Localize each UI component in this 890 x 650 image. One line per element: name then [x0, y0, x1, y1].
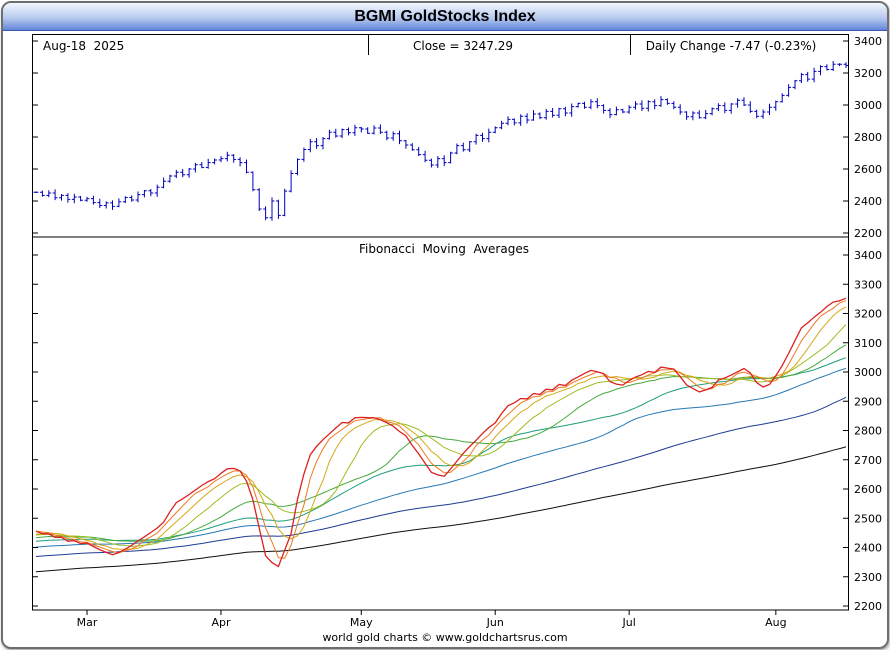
- ma-panel: [32, 236, 849, 611]
- footer-credit: world gold charts © www.goldchartsrus.co…: [322, 631, 568, 644]
- y-tick-label: 2700: [854, 454, 882, 467]
- date-label: Aug-18 2025: [43, 39, 124, 53]
- x-month-label: Jun: [486, 616, 504, 629]
- chart-title: BGMI GoldStocks Index: [354, 7, 536, 25]
- ohlc-path: [33, 61, 849, 221]
- y-tick-label: 3400: [854, 249, 882, 262]
- ma-line-55: [35, 367, 847, 548]
- y-tick-label: 3400: [854, 35, 882, 48]
- y-tick-label: 3200: [854, 308, 882, 321]
- ma-line-21: [35, 344, 847, 542]
- x-month-label: Mar: [77, 616, 98, 629]
- y-tick-label: 2800: [854, 131, 882, 144]
- y-tick-label: 3100: [854, 337, 882, 350]
- y-tick-label: 2800: [854, 425, 882, 438]
- y-tick-label: 2500: [854, 512, 882, 525]
- y-tick-label: 2400: [854, 542, 882, 555]
- y-tick-label: 3300: [854, 278, 882, 291]
- ohlc-series: [33, 61, 849, 221]
- chart-canvas: Aug-18 2025 Close = 3247.29 Daily Change…: [32, 34, 882, 629]
- ma-line-8: [35, 306, 847, 550]
- ma-line-3: [35, 297, 847, 568]
- x-month-label: Apr: [211, 616, 231, 629]
- ma-line-144: [35, 446, 847, 573]
- daily-change-label: Daily Change -7.47 (-0.23%): [646, 39, 817, 53]
- y-tick-label: 2400: [854, 195, 882, 208]
- x-month-label: Aug: [765, 616, 786, 629]
- x-month-label: Jul: [622, 616, 636, 629]
- x-month-label: May: [350, 616, 373, 629]
- ma-line-89: [35, 396, 847, 557]
- close-label: Close = 3247.29: [413, 39, 513, 53]
- y-tick-label: 2900: [854, 395, 882, 408]
- y-tick-label: 3000: [854, 99, 882, 112]
- ma-line-13: [35, 324, 847, 547]
- y-tick-label: 2200: [854, 600, 882, 613]
- ma-panel-title: Fibonacci Moving Averages: [359, 242, 529, 256]
- y-tick-label: 3000: [854, 366, 882, 379]
- y-tick-label: 2200: [854, 227, 882, 240]
- y-tick-label: 2300: [854, 571, 882, 584]
- title-bar: BGMI GoldStocks Index: [3, 3, 887, 31]
- axes: 3400 3200 3000 2800 2600 2400 2200 3400 3300 3200…: [33, 35, 882, 629]
- price-panel: [32, 34, 849, 238]
- ma-lines: [35, 297, 847, 573]
- y-tick-label: 2600: [854, 163, 882, 176]
- ma-line-5: [35, 300, 847, 559]
- y-tick-label: 3200: [854, 67, 882, 80]
- y-tick-label: 2600: [854, 483, 882, 496]
